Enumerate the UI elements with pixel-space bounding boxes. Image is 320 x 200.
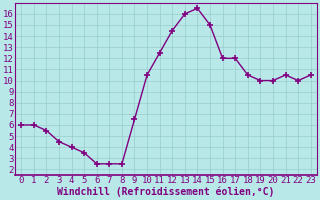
X-axis label: Windchill (Refroidissement éolien,°C): Windchill (Refroidissement éolien,°C) bbox=[57, 187, 275, 197]
